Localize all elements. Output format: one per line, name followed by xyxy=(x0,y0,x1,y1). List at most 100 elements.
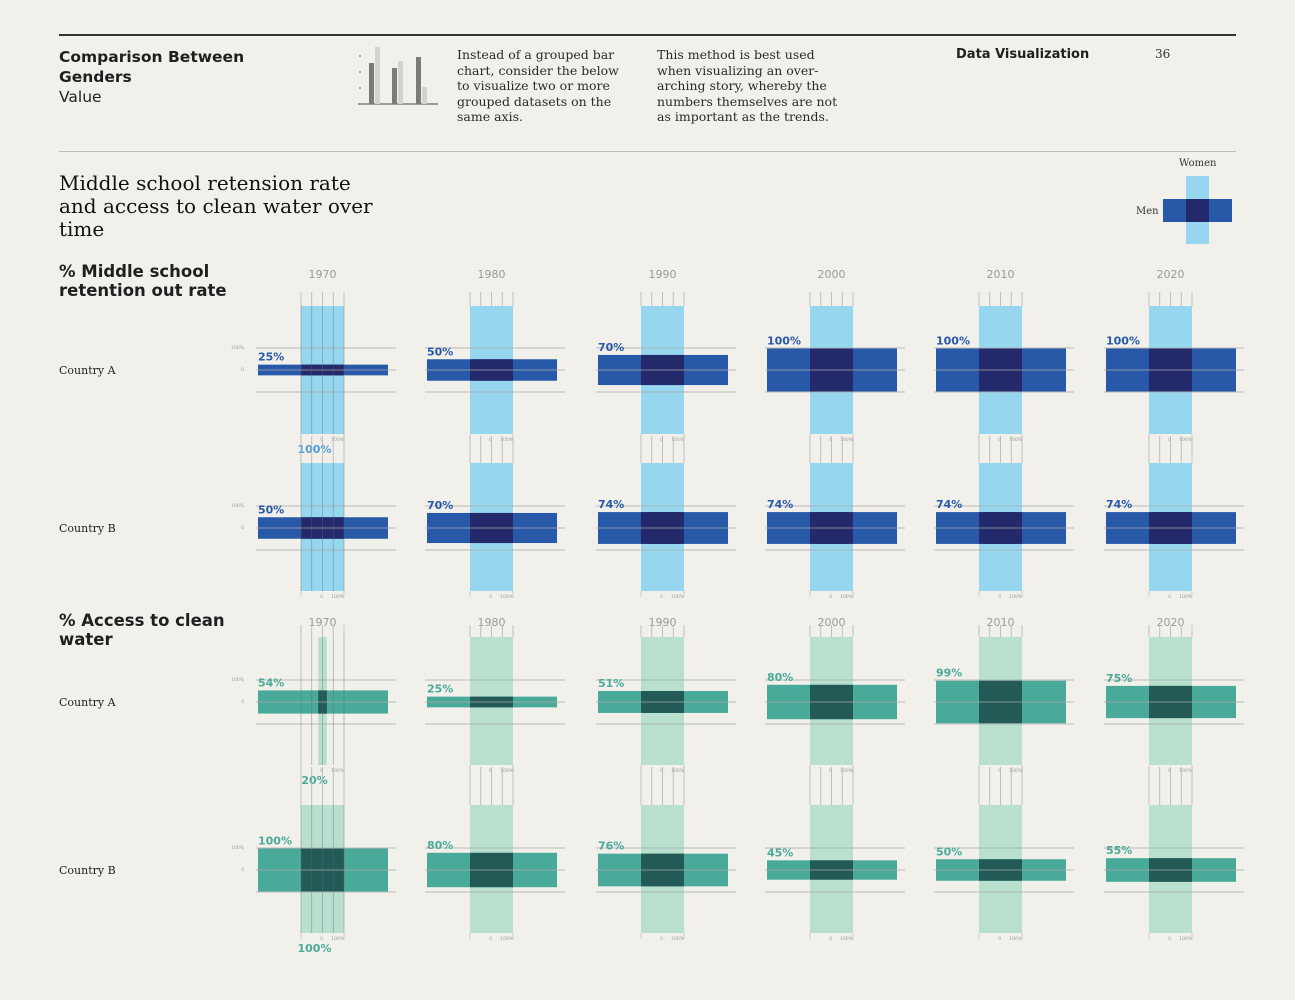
header-subtitle: Value xyxy=(59,88,102,106)
data-label-men: 76% xyxy=(598,840,624,853)
year-label: 2010 xyxy=(987,616,1015,629)
axis-tick-100: 100% xyxy=(671,594,685,600)
data-label-men: 50% xyxy=(427,345,453,358)
axis-tick-100: 100% xyxy=(500,437,514,443)
year-label: 1970 xyxy=(309,616,337,629)
axis-tick-100: 100% xyxy=(671,437,685,443)
data-label-men: 100% xyxy=(258,835,292,848)
data-label-women: 20% xyxy=(301,774,327,787)
axis-tick-100: 100% xyxy=(1179,437,1193,443)
axis-tick-100: 100% xyxy=(840,936,854,942)
axis-tick-0: 0 xyxy=(1168,936,1171,942)
axis-tick-100: 100% xyxy=(671,768,685,774)
year-label: 2020 xyxy=(1157,268,1185,281)
chart-title: Middle school retension rate and access … xyxy=(59,171,373,241)
axis-tick-100: 100% xyxy=(500,936,514,942)
axis-tick-100: 100% xyxy=(331,437,345,443)
section-title-retention: % Middle school retention out rate xyxy=(59,262,227,300)
data-label-men: 74% xyxy=(767,498,793,511)
axis-tick-100: 100% xyxy=(231,845,245,851)
data-label-men: 75% xyxy=(1106,672,1132,685)
axis-tick-0: 0 xyxy=(320,437,323,443)
axis-tick-0: 0 xyxy=(1168,437,1171,443)
axis-tick-100: 100% xyxy=(1009,437,1023,443)
header-section-name: Data Visualization xyxy=(956,47,1090,62)
axis-tick-0: 0 xyxy=(660,594,663,600)
axis-tick-0: 0 xyxy=(998,768,1001,774)
data-label-men: 74% xyxy=(1106,498,1132,511)
data-label-men: 50% xyxy=(258,503,284,516)
axis-tick-0: 0 xyxy=(660,437,663,443)
axis-tick-0: 0 xyxy=(660,936,663,942)
section-rule xyxy=(59,151,1236,152)
axis-tick-100: 100% xyxy=(331,594,345,600)
axis-tick-100: 100% xyxy=(331,936,345,942)
axis-tick-0: 0 xyxy=(320,936,323,942)
year-label: 1970 xyxy=(309,268,337,281)
section-title-clean-water: % Access to clean water xyxy=(59,611,225,649)
data-label-men: 100% xyxy=(1106,335,1140,348)
year-label: 1990 xyxy=(649,268,677,281)
axis-tick-0: 0 xyxy=(829,936,832,942)
data-label-men: 25% xyxy=(258,351,284,364)
data-label-women: 100% xyxy=(298,942,332,955)
country-label: Country B xyxy=(59,864,116,877)
axis-tick-0: 0 xyxy=(241,867,244,873)
axis-tick-100: 100% xyxy=(1009,936,1023,942)
axis-tick-0: 0 xyxy=(489,768,492,774)
axis-tick-0: 0 xyxy=(489,594,492,600)
data-label-men: 74% xyxy=(936,498,962,511)
axis-tick-100: 100% xyxy=(231,345,245,351)
legend-label-women: Women xyxy=(1179,158,1217,169)
axis-tick-0: 0 xyxy=(1168,594,1171,600)
header-note-method: This method is best used when visualizin… xyxy=(657,47,838,125)
year-label: 2000 xyxy=(818,616,846,629)
axis-tick-100: 100% xyxy=(1009,768,1023,774)
axis-tick-100: 100% xyxy=(840,594,854,600)
axis-tick-0: 0 xyxy=(241,699,244,705)
axis-tick-100: 100% xyxy=(231,503,245,509)
data-label-men: 51% xyxy=(598,677,624,690)
axis-tick-100: 100% xyxy=(1179,936,1193,942)
axis-tick-100: 100% xyxy=(840,768,854,774)
grouped-bar-chart-icon xyxy=(358,47,438,105)
data-label-men: 45% xyxy=(767,846,793,859)
year-label: 2020 xyxy=(1157,616,1185,629)
country-label: Country B xyxy=(59,522,116,535)
axis-tick-0: 0 xyxy=(320,594,323,600)
data-label-men: 70% xyxy=(598,341,624,354)
data-label-men: 74% xyxy=(598,498,624,511)
legend-label-men: Men xyxy=(1136,206,1159,217)
data-label-men: 99% xyxy=(936,667,962,680)
axis-tick-0: 0 xyxy=(1168,768,1171,774)
axis-tick-0: 0 xyxy=(829,768,832,774)
year-label: 1980 xyxy=(478,616,506,629)
axis-tick-0: 0 xyxy=(998,936,1001,942)
data-label-men: 100% xyxy=(767,335,801,348)
axis-tick-0: 0 xyxy=(829,437,832,443)
axis-tick-100: 100% xyxy=(840,437,854,443)
axis-tick-100: 100% xyxy=(1179,594,1193,600)
axis-tick-100: 100% xyxy=(500,768,514,774)
data-label-men: 25% xyxy=(427,683,453,696)
data-label-men: 50% xyxy=(936,845,962,858)
axis-tick-100: 100% xyxy=(1009,594,1023,600)
year-label: 1990 xyxy=(649,616,677,629)
axis-tick-0: 0 xyxy=(829,594,832,600)
legend-overlap-swatch xyxy=(1186,199,1209,222)
year-label: 1980 xyxy=(478,268,506,281)
country-label: Country A xyxy=(59,696,117,709)
axis-tick-100: 100% xyxy=(671,936,685,942)
header-rule xyxy=(59,34,1236,36)
page-number: 36 xyxy=(1155,47,1171,61)
axis-tick-0: 0 xyxy=(489,437,492,443)
axis-tick-100: 100% xyxy=(231,677,245,683)
data-label-men: 55% xyxy=(1106,844,1132,857)
axis-tick-100: 100% xyxy=(1179,768,1193,774)
country-label: Country A xyxy=(59,364,117,377)
axis-tick-0: 0 xyxy=(489,936,492,942)
axis-tick-100: 100% xyxy=(331,768,345,774)
year-label: 2000 xyxy=(818,268,846,281)
header-note-grouped-bars: Instead of a grouped bar chart, consider… xyxy=(457,47,619,125)
